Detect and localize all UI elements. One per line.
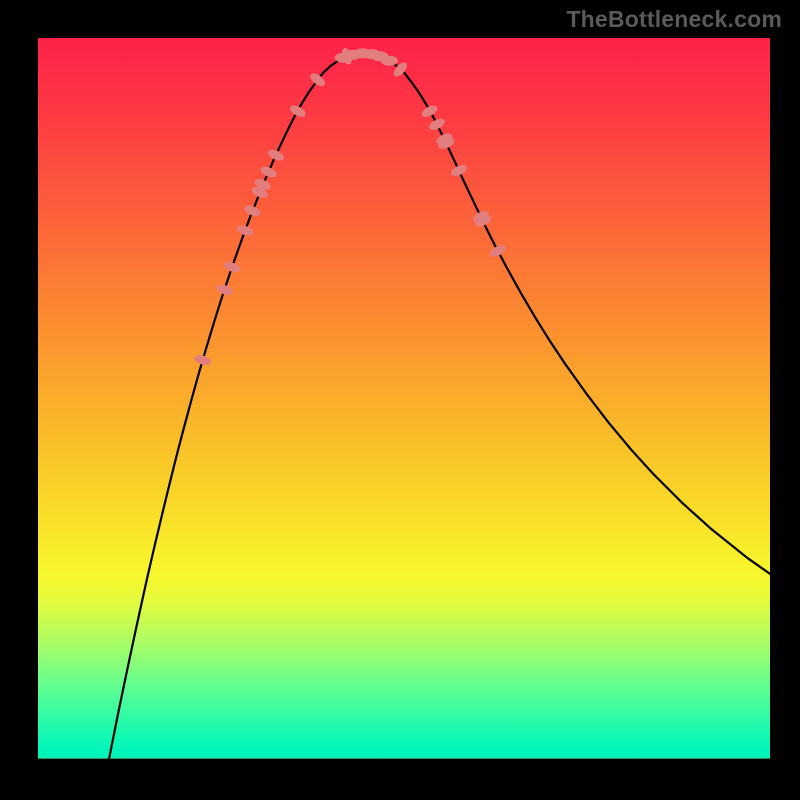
watermark-label: TheBottleneck.com bbox=[566, 6, 782, 33]
chart-svg bbox=[38, 38, 770, 770]
plot-area bbox=[38, 38, 770, 770]
highlight-marker-bottom bbox=[381, 56, 398, 66]
chart-frame: TheBottleneck.com bbox=[0, 0, 800, 800]
gradient-background bbox=[38, 38, 770, 770]
